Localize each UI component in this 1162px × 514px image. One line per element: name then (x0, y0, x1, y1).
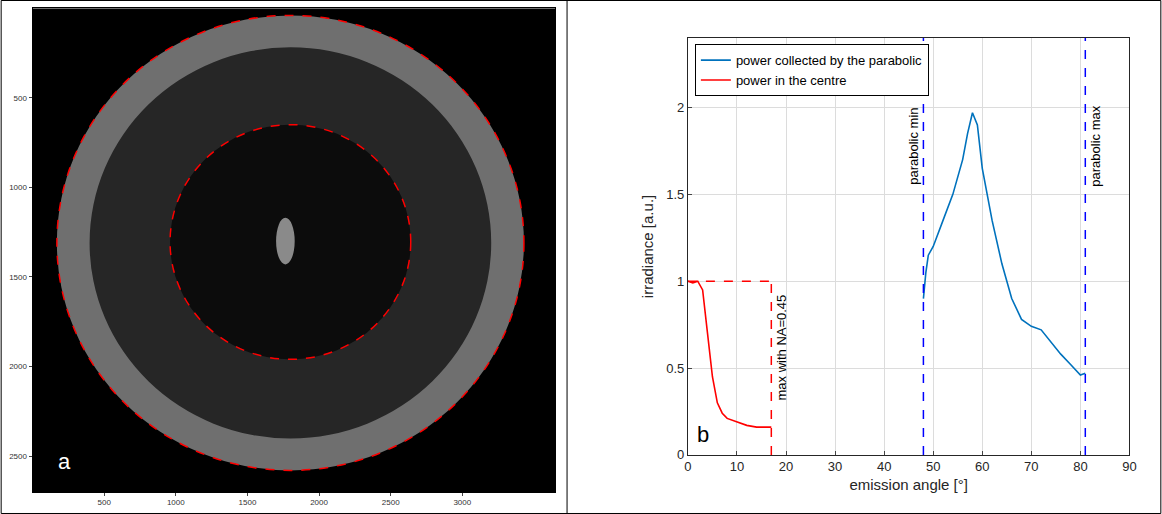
svg-text:0.5: 0.5 (666, 361, 684, 376)
svg-text:1000: 1000 (9, 183, 27, 192)
svg-text:power collected by the parabol: power collected by the parabolic (736, 53, 922, 68)
svg-text:1500: 1500 (239, 498, 257, 507)
svg-text:power in the centre: power in the centre (736, 73, 847, 88)
svg-text:2500: 2500 (382, 498, 400, 507)
svg-text:60: 60 (975, 459, 989, 474)
svg-text:2500: 2500 (9, 452, 27, 461)
svg-text:1000: 1000 (167, 498, 185, 507)
svg-text:a: a (58, 449, 71, 474)
svg-text:2000: 2000 (9, 362, 27, 371)
svg-text:40: 40 (877, 459, 891, 474)
svg-text:500: 500 (14, 94, 28, 103)
svg-text:0: 0 (677, 447, 684, 462)
svg-text:parabolic max: parabolic max (1088, 105, 1103, 186)
svg-text:80: 80 (1073, 459, 1087, 474)
svg-text:1: 1 (677, 274, 684, 289)
svg-text:30: 30 (828, 459, 842, 474)
svg-text:0: 0 (684, 459, 691, 474)
svg-text:1.5: 1.5 (666, 187, 684, 202)
svg-text:1500: 1500 (9, 273, 27, 282)
svg-text:90: 90 (1122, 459, 1136, 474)
svg-text:500: 500 (97, 498, 111, 507)
svg-text:50: 50 (926, 459, 940, 474)
svg-text:irradiance [a.u.]: irradiance [a.u.] (639, 195, 656, 298)
svg-text:10: 10 (730, 459, 744, 474)
svg-text:emission angle [°]: emission angle [°] (849, 476, 968, 493)
svg-text:3000: 3000 (453, 498, 471, 507)
svg-text:max with NA=0.45: max with NA=0.45 (774, 295, 789, 401)
svg-text:parabolic min: parabolic min (906, 107, 921, 184)
svg-text:b: b (697, 422, 709, 447)
svg-text:2000: 2000 (310, 498, 328, 507)
svg-text:20: 20 (779, 459, 793, 474)
svg-text:2: 2 (677, 100, 684, 115)
svg-text:70: 70 (1024, 459, 1038, 474)
